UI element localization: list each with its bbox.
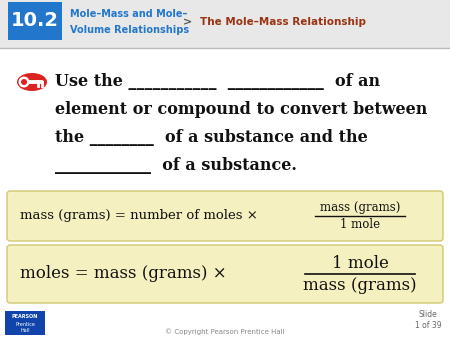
Text: 10.2: 10.2 xyxy=(11,11,59,30)
Text: 1 mole: 1 mole xyxy=(332,255,388,271)
Bar xyxy=(0,0,450,48)
Text: Hall: Hall xyxy=(20,328,30,333)
Ellipse shape xyxy=(17,73,47,91)
FancyBboxPatch shape xyxy=(7,191,443,241)
Text: PEARSON: PEARSON xyxy=(12,314,38,319)
Text: © Copyright Pearson Prentice Hall: © Copyright Pearson Prentice Hall xyxy=(165,329,285,335)
Text: 1 mole: 1 mole xyxy=(340,218,380,232)
Text: Prentice: Prentice xyxy=(15,321,35,327)
Bar xyxy=(8,2,62,40)
Circle shape xyxy=(18,76,30,88)
Text: Slide
1 of 39: Slide 1 of 39 xyxy=(415,310,441,330)
Text: element or compound to convert between: element or compound to convert between xyxy=(55,101,427,119)
Circle shape xyxy=(21,79,27,85)
Text: ____________  of a substance.: ____________ of a substance. xyxy=(55,158,297,174)
Bar xyxy=(0,38,450,300)
Text: Use the ___________  ____________  of an: Use the ___________ ____________ of an xyxy=(55,73,380,91)
Text: >: > xyxy=(184,17,193,27)
Text: Mole–Mass and Mole–: Mole–Mass and Mole– xyxy=(70,9,187,19)
Text: the ________  of a substance and the: the ________ of a substance and the xyxy=(55,129,368,146)
Bar xyxy=(5,311,45,335)
Text: The Mole–Mass Relationship: The Mole–Mass Relationship xyxy=(200,17,366,27)
Polygon shape xyxy=(0,0,270,243)
Text: mass (grams): mass (grams) xyxy=(303,277,417,294)
Text: mass (grams): mass (grams) xyxy=(320,200,400,214)
Text: Volume Relationships: Volume Relationships xyxy=(70,25,189,35)
Bar xyxy=(0,308,450,338)
Text: mass (grams) = number of moles ×: mass (grams) = number of moles × xyxy=(20,210,258,222)
Text: moles = mass (grams) ×: moles = mass (grams) × xyxy=(20,266,227,283)
FancyBboxPatch shape xyxy=(7,245,443,303)
